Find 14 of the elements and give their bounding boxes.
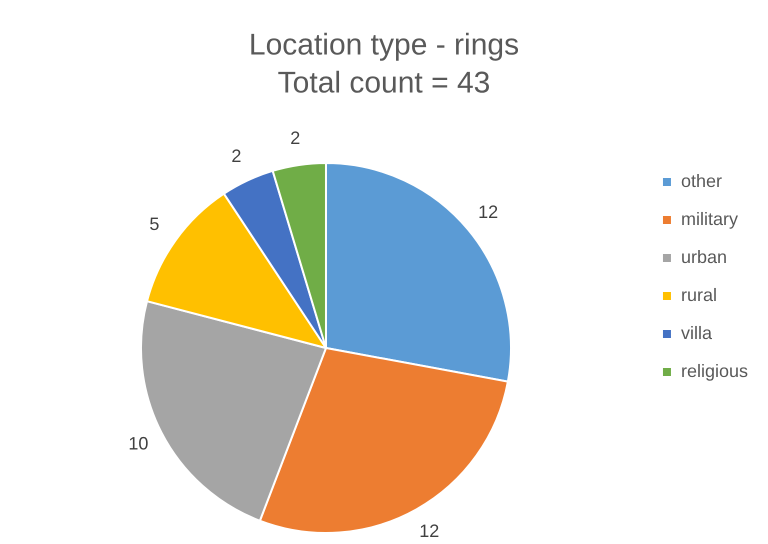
- legend-label: military: [680, 208, 738, 229]
- data-label: 2: [231, 146, 242, 166]
- data-label: 2: [290, 128, 300, 148]
- legend-label: religious: [680, 360, 748, 381]
- data-label: 12: [478, 202, 498, 222]
- legend-label: rural: [680, 284, 717, 305]
- legend-label: villa: [680, 322, 713, 343]
- legend-label: other: [680, 170, 722, 191]
- legend-label: urban: [680, 246, 728, 267]
- chart-subtitle: Total count = 43: [278, 66, 490, 100]
- data-label: 12: [419, 520, 440, 541]
- data-label: 5: [149, 214, 160, 234]
- chart-title: Location type - rings: [248, 28, 520, 62]
- data-label: 10: [128, 433, 148, 454]
